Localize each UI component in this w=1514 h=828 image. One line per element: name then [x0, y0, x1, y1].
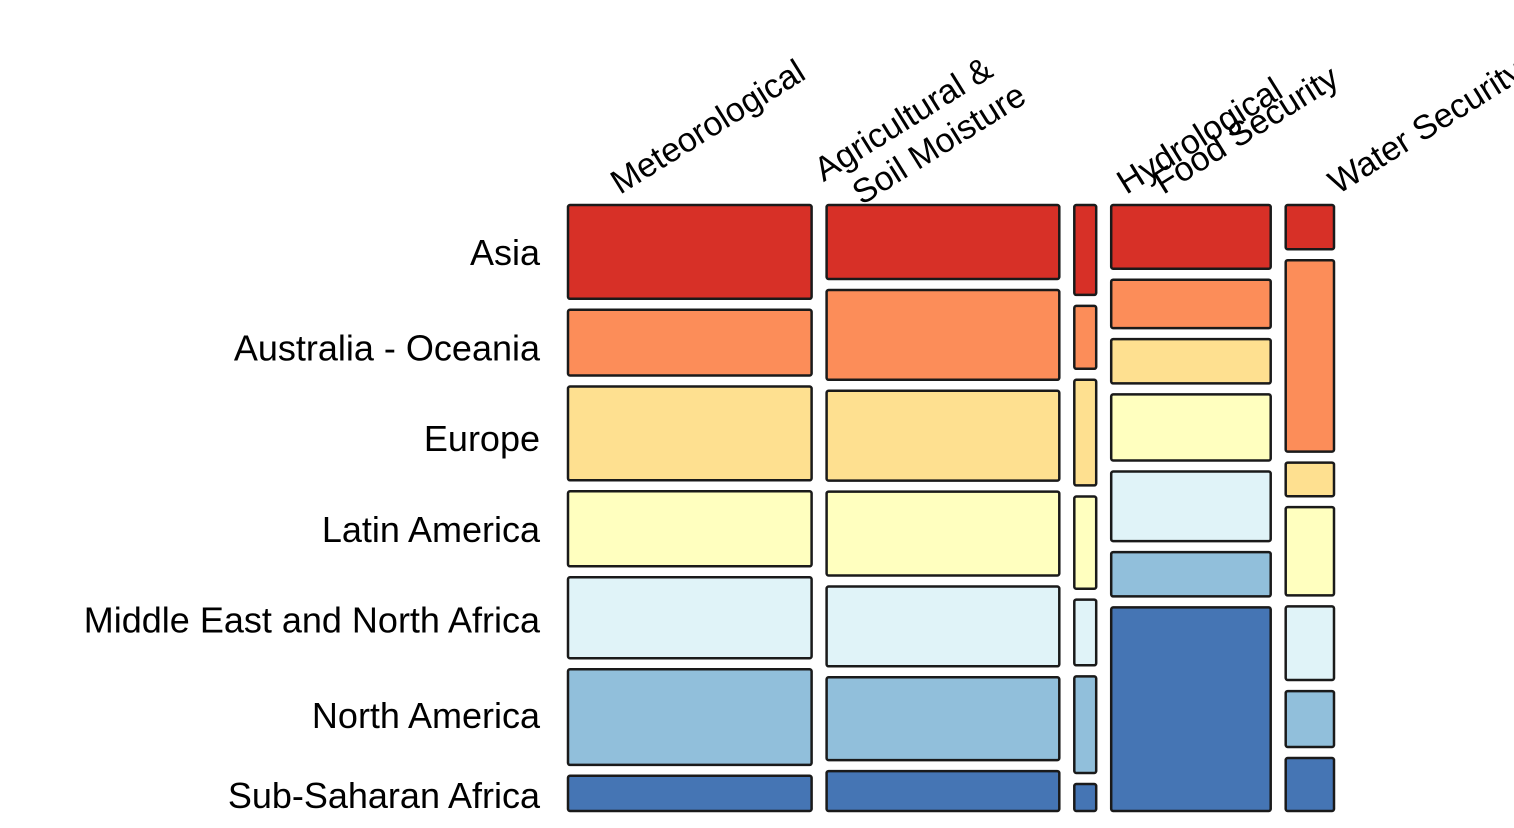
cell-meteorological-middle-east-and-north-africa	[566, 576, 813, 660]
cell-meteorological-north-america	[566, 668, 813, 767]
row-label-asia: Asia	[470, 232, 541, 273]
cell-hydrological-australia-oceania	[1073, 304, 1098, 371]
cell-hydrological-sub-saharan-africa	[1073, 782, 1098, 813]
cell-water-security-australia-oceania	[1284, 258, 1336, 453]
cell-water-security-middle-east-and-north-africa	[1284, 605, 1336, 682]
column-label-line: Meteorological	[604, 52, 812, 201]
cell-food-security-asia	[1109, 203, 1272, 270]
cell-water-security-sub-saharan-africa	[1284, 756, 1336, 813]
cell-food-security-sub-saharan-africa	[1109, 606, 1272, 813]
cell-food-security-north-america	[1109, 550, 1272, 598]
column-label-agricultural-and-soil-moisture: Agricultural &Soil Moisture	[808, 42, 1033, 223]
cell-hydrological-middle-east-and-north-africa	[1073, 598, 1098, 667]
cell-hydrological-latin-america	[1073, 495, 1098, 590]
cell-agricultural-and-soil-moisture-north-america	[825, 676, 1061, 762]
row-label-middle-east-and-north-africa: Middle East and North Africa	[84, 600, 541, 641]
row-labels: Asia Australia - Oceania Europe Latin Ameri…	[84, 232, 541, 816]
cell-meteorological-asia	[566, 203, 813, 301]
cell-hydrological-north-america	[1073, 675, 1098, 775]
cell-hydrological-europe	[1073, 378, 1098, 487]
cell-food-security-europe	[1109, 337, 1272, 385]
cell-food-security-middle-east-and-north-africa	[1109, 470, 1272, 543]
cell-agricultural-and-soil-moisture-australia-oceania	[825, 288, 1061, 382]
cell-water-security-asia	[1284, 203, 1336, 251]
cell-hydrological-asia	[1073, 203, 1098, 297]
cell-food-security-latin-america	[1109, 393, 1272, 462]
row-label-latin-america: Latin America	[322, 509, 541, 550]
cell-water-security-north-america	[1284, 689, 1336, 749]
row-label-sub-saharan-africa: Sub-Saharan Africa	[228, 775, 541, 816]
cell-agricultural-and-soil-moisture-asia	[825, 203, 1061, 281]
cell-agricultural-and-soil-moisture-europe	[825, 389, 1061, 482]
cell-food-security-australia-oceania	[1109, 278, 1272, 330]
row-label-north-america: North America	[312, 695, 541, 736]
mosaic-cells	[566, 203, 1336, 813]
cell-meteorological-latin-america	[566, 490, 813, 568]
cell-water-security-latin-america	[1284, 505, 1336, 597]
cell-agricultural-and-soil-moisture-middle-east-and-north-africa	[825, 585, 1061, 668]
cell-meteorological-australia-oceania	[566, 308, 813, 377]
row-label-europe: Europe	[424, 418, 540, 459]
column-label-meteorological: Meteorological	[604, 52, 812, 201]
cell-meteorological-europe	[566, 385, 813, 482]
cell-meteorological-sub-saharan-africa	[566, 774, 813, 813]
row-label-australia-oceania: Australia - Oceania	[234, 328, 541, 369]
column-label-line: Water Security	[1322, 52, 1514, 202]
cell-agricultural-and-soil-moisture-latin-america	[825, 490, 1061, 577]
cell-agricultural-and-soil-moisture-sub-saharan-africa	[825, 769, 1061, 813]
column-label-water-security: Water Security	[1322, 52, 1514, 202]
cell-water-security-europe	[1284, 461, 1336, 498]
